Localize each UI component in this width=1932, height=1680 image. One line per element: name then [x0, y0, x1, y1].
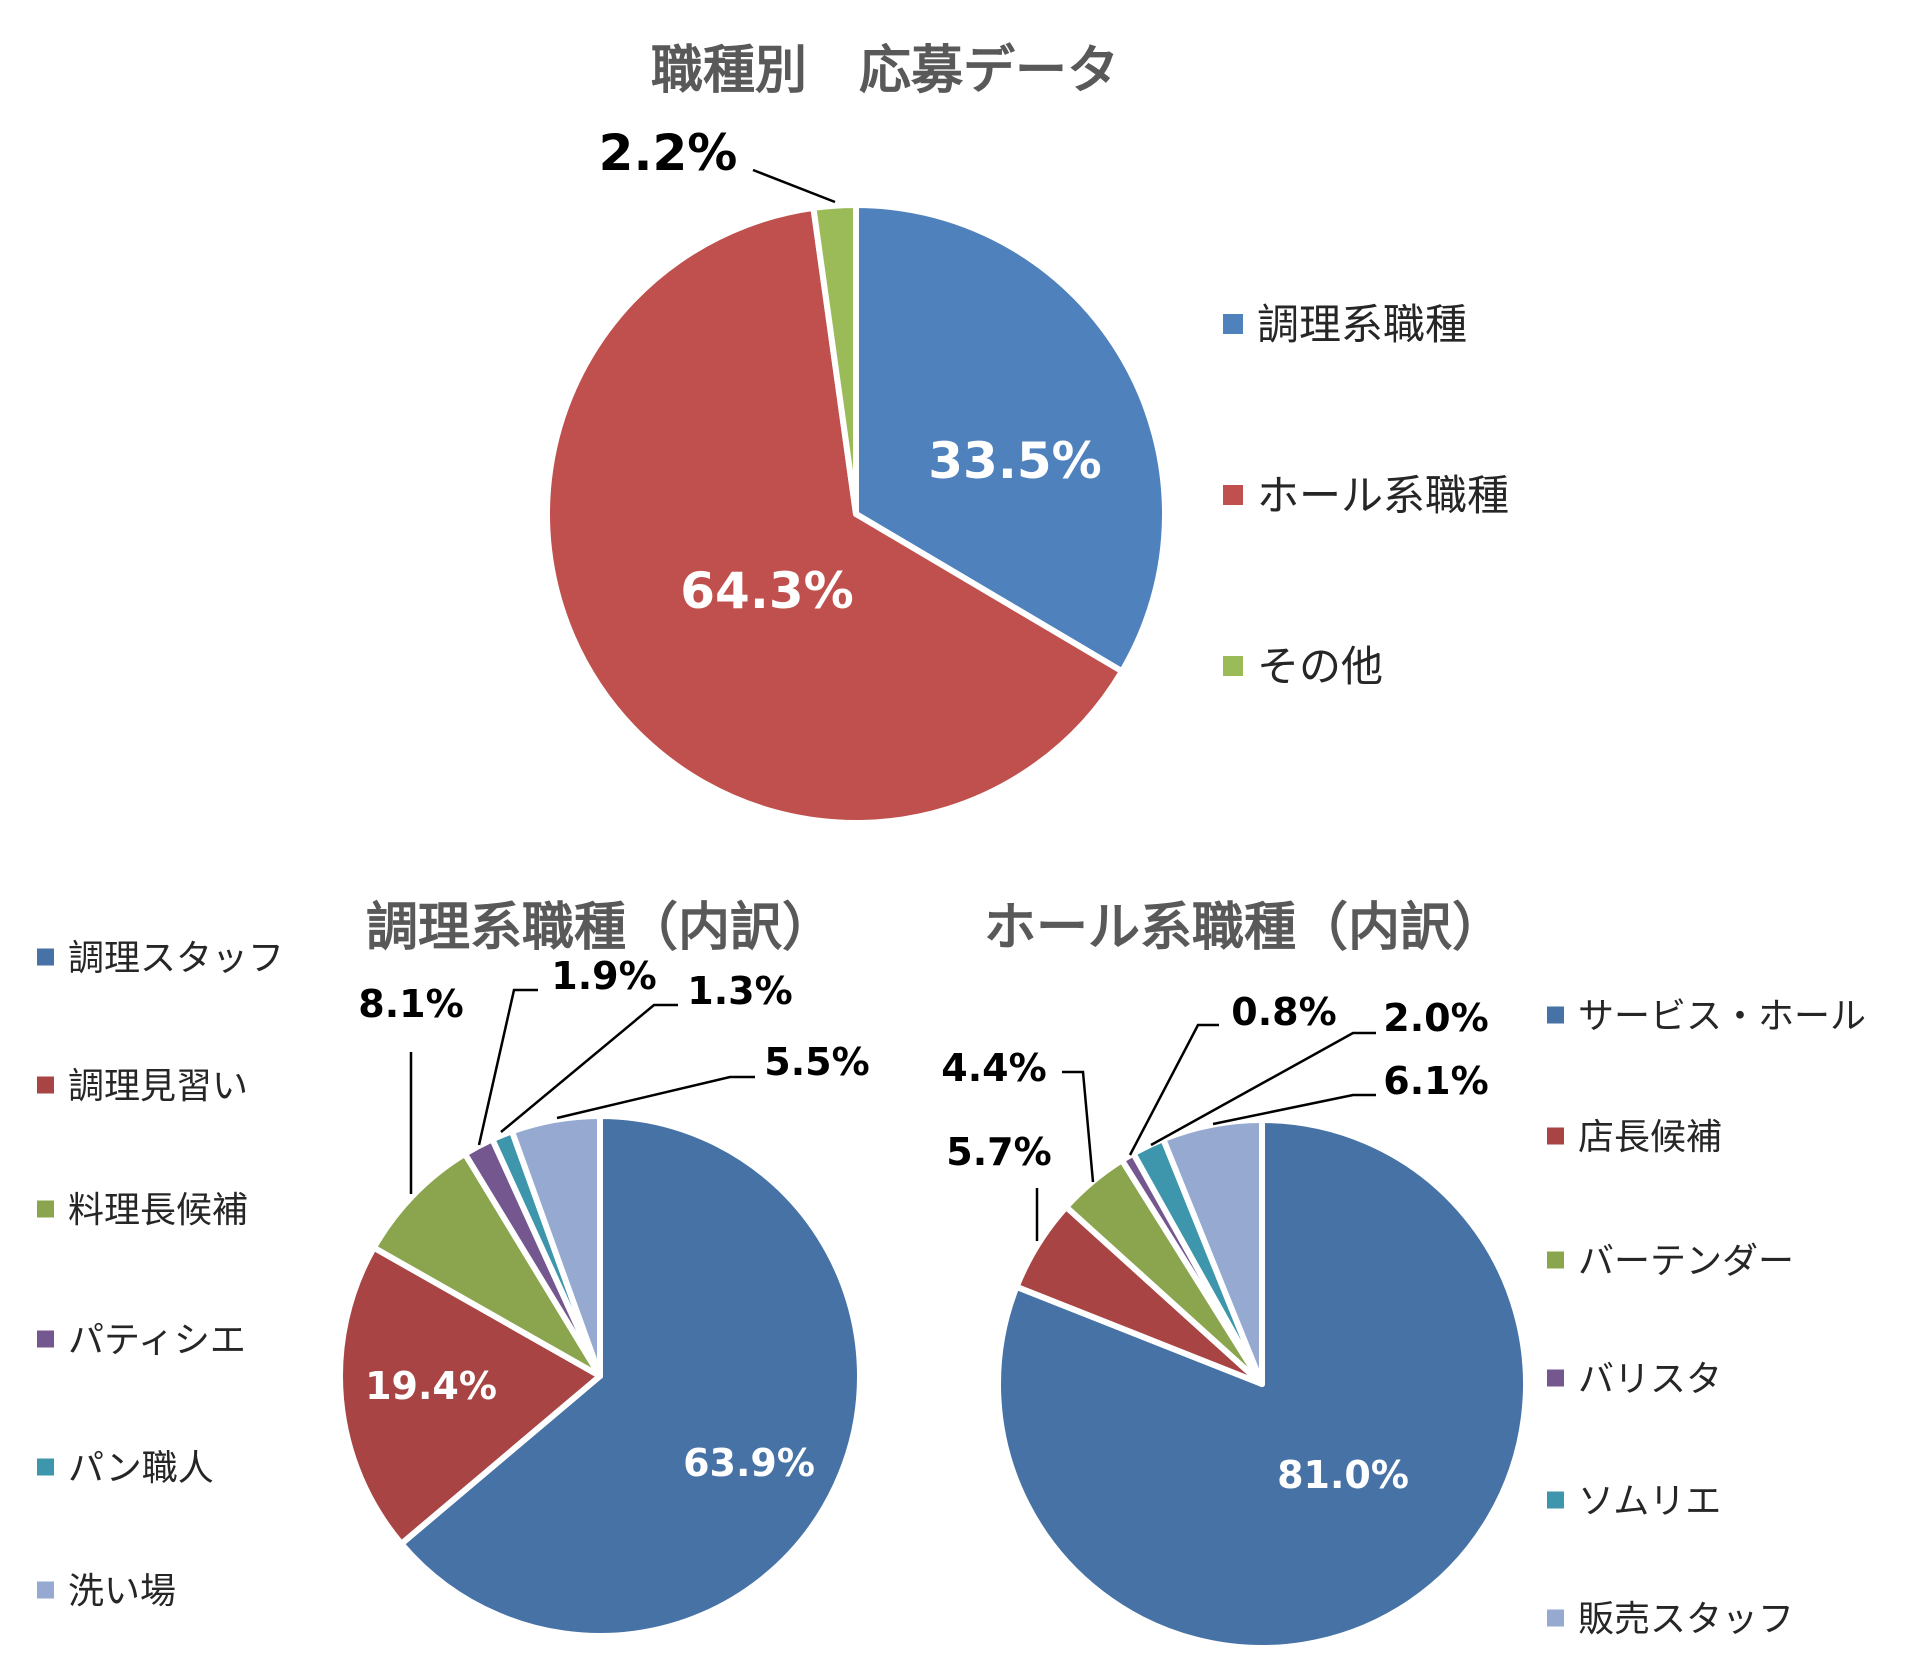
data-label: 1.3%: [687, 969, 792, 1013]
leader-line: [477, 988, 538, 1146]
data-label: 5.5%: [764, 1040, 869, 1084]
legend-swatch: [1547, 1127, 1564, 1145]
data-label: 5.7%: [946, 1130, 1051, 1174]
leader-line: [500, 1003, 678, 1133]
legend-swatch: [1223, 485, 1243, 505]
legend-swatch: [37, 948, 54, 966]
data-label: 63.9%: [683, 1441, 815, 1485]
legend-swatch: [1547, 1609, 1564, 1627]
pie-slice: [544, 204, 1125, 826]
pie-slice: [337, 1244, 603, 1547]
data-label: 19.4%: [365, 1364, 497, 1408]
legend-swatch: [1223, 314, 1243, 334]
leader-line: [1062, 1070, 1095, 1183]
leader-line: [752, 168, 836, 204]
legend-swatch: [1547, 1491, 1564, 1509]
legend-label: ホール系職種: [1257, 471, 1509, 520]
pie-slice: [853, 202, 1168, 675]
data-label: 33.5%: [928, 432, 1101, 490]
data-label: 0.8%: [1231, 990, 1336, 1034]
pie-slice: [398, 1113, 863, 1639]
legend-swatch: [1547, 1251, 1564, 1269]
legend-swatch: [37, 1200, 54, 1218]
data-label: 81.0%: [1277, 1453, 1409, 1497]
legend-label: 販売スタッフ: [1578, 1599, 1794, 1640]
leader-line: [556, 1075, 755, 1120]
legend-swatch: [1223, 656, 1243, 676]
data-label: 1.9%: [551, 954, 656, 998]
leader-line: [1128, 1023, 1219, 1156]
legend-swatch: [1547, 1369, 1564, 1387]
legend-label: ソムリエ: [1578, 1481, 1721, 1522]
legend-swatch: [37, 1458, 54, 1476]
pie-chart-3: ホール系職種（内訳） 81.0% 5.7% 4.4% 0.8% 2.0% 6.1% サービス・…: [941, 898, 1866, 1651]
legend-label: バリスタ: [1578, 1359, 1722, 1400]
legend-swatch: [37, 1330, 54, 1348]
legend-swatch: [1547, 1006, 1564, 1024]
chart-title: 職種別 応募データ: [651, 41, 1119, 101]
legend-label: パン職人: [68, 1448, 214, 1489]
data-label: 4.4%: [941, 1046, 1046, 1090]
legend-label: サービス・ホール: [1578, 996, 1866, 1037]
data-label: 6.1%: [1383, 1059, 1488, 1103]
chart-title: ホール系職種（内訳）: [984, 898, 1504, 958]
legend-swatch: [37, 1076, 54, 1094]
data-label: 2.0%: [1383, 996, 1488, 1040]
legend-label: 調理系職種: [1257, 300, 1467, 349]
legend-label: その他: [1257, 642, 1383, 691]
legend-label: 料理長候補: [68, 1190, 248, 1231]
leader-line: [1150, 1031, 1376, 1147]
legend-label: バーテンダー: [1578, 1241, 1794, 1282]
data-label: 2.2%: [599, 124, 738, 182]
data-label: 8.1%: [358, 982, 463, 1026]
legend-label: 店長候補: [1578, 1117, 1722, 1158]
chart-title: 調理系職種（内訳）: [366, 898, 834, 958]
legend-label: パティシエ: [68, 1320, 246, 1361]
legend-label: 洗い場: [68, 1571, 176, 1612]
pie-slice: [810, 202, 859, 517]
pie-slice: [509, 1113, 603, 1379]
legend-label: 調理見習い: [68, 1066, 248, 1107]
data-label: 64.3%: [680, 562, 853, 620]
pie-chart-2: 調理系職種（内訳） 63.9% 19.4% 8.1% 1.9% 1.3% 5.5% 調理スタッ…: [37, 898, 870, 1639]
legend-label: 調理スタッフ: [68, 938, 284, 979]
legend-swatch: [37, 1581, 54, 1599]
pie-slice: [370, 1150, 603, 1379]
leader-line: [1212, 1093, 1376, 1126]
